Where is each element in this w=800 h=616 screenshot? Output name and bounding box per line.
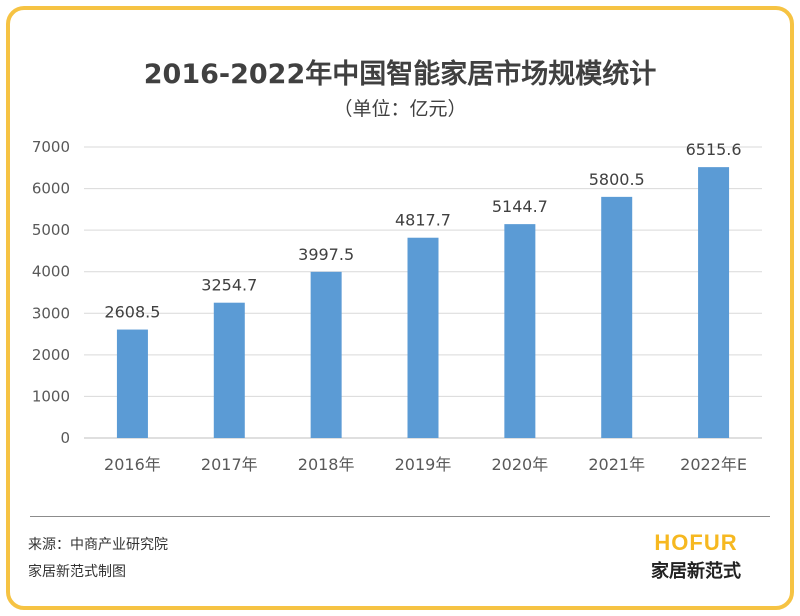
- x-tick-label: 2018年: [298, 455, 355, 474]
- credit-note: 家居新范式制图: [28, 564, 126, 580]
- x-tick-label: 2019年: [395, 455, 452, 474]
- x-tick-label: 2017年: [201, 455, 258, 474]
- bar: [601, 196, 633, 438]
- data-label: 3997.5: [298, 245, 354, 264]
- bar: [310, 271, 342, 438]
- data-label: 5800.5: [589, 170, 645, 189]
- bar: [504, 224, 536, 438]
- x-tick-label: 2022年E: [680, 455, 747, 474]
- footer-divider: [30, 516, 770, 517]
- y-tick-label: 4000: [32, 263, 70, 281]
- data-label: 2608.5: [104, 303, 160, 322]
- y-tick-label: 2000: [32, 346, 70, 364]
- x-tick-label: 2021年: [588, 455, 645, 474]
- logo-mark: HOFUR: [654, 530, 738, 555]
- data-label: 6515.6: [686, 140, 742, 159]
- x-tick-label: 2020年: [491, 455, 548, 474]
- bar: [698, 167, 730, 438]
- y-tick-label: 5000: [32, 221, 70, 239]
- logo-name: 家居新范式: [651, 561, 741, 582]
- bar-chart: 0 1000 2000 3000 4000 5000 6000 7000 2608.5 2016年…: [32, 138, 762, 474]
- y-tick-label: 0: [60, 429, 70, 447]
- chart-subtitle: （单位：亿元）: [333, 98, 467, 120]
- source-note: 来源：中商产业研究院: [28, 537, 168, 553]
- y-tick-label: 3000: [32, 304, 70, 322]
- brand-logo: HOFUR 家居新范式: [640, 530, 752, 583]
- data-label: 5144.7: [492, 197, 548, 216]
- y-tick-label: 1000: [32, 387, 70, 405]
- data-label: 4817.7: [395, 211, 451, 230]
- chart-title: 2016-2022年中国智能家居市场规模统计: [143, 59, 657, 90]
- bar: [116, 329, 148, 438]
- chart-frame: [6, 6, 794, 610]
- x-tick-label: 2016年: [104, 455, 161, 474]
- bar: [407, 237, 439, 438]
- y-tick-label: 7000: [32, 138, 70, 156]
- data-label: 3254.7: [201, 276, 257, 295]
- bar: [213, 302, 245, 438]
- y-tick-label: 6000: [32, 180, 70, 198]
